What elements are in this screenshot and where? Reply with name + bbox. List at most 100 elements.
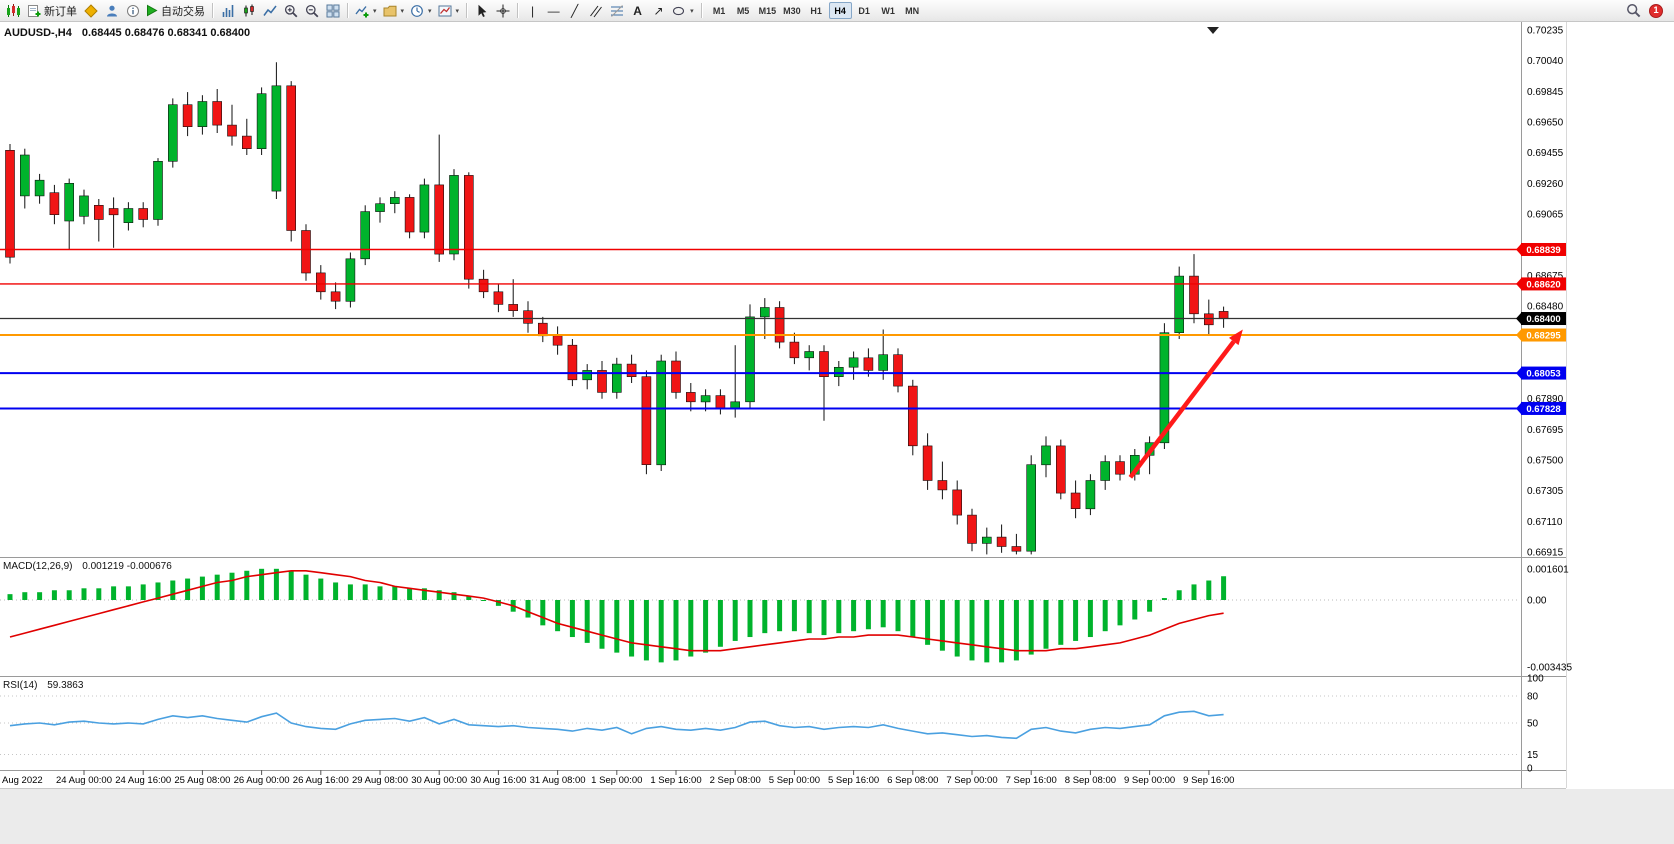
horizontal-line-tool-icon[interactable]: — xyxy=(547,3,560,18)
main-toolbar: 新订单 自动交易 xyxy=(0,0,1674,22)
profiles-button[interactable]: ▾ xyxy=(380,1,408,20)
timeframe-button-w1[interactable]: W1 xyxy=(881,5,895,16)
info-icon[interactable] xyxy=(122,1,143,20)
timeframe-button-mn[interactable]: MN xyxy=(905,5,920,16)
candles-layer xyxy=(5,62,1229,555)
timeframe-group: M1 M5 M15 M30 H1 H4 D1 W1 MN xyxy=(708,2,924,19)
chevron-down-icon: ▾ xyxy=(428,7,432,15)
svg-text:0.67110: 0.67110 xyxy=(1527,517,1563,528)
svg-text:9 Sep 16:00: 9 Sep 16:00 xyxy=(1183,775,1234,786)
channel-tool-icon[interactable] xyxy=(585,1,606,20)
svg-text:26 Aug 16:00: 26 Aug 16:00 xyxy=(293,775,349,786)
svg-text:7 Sep 16:00: 7 Sep 16:00 xyxy=(1006,775,1057,786)
price-badge-0.68400: 0.68400 xyxy=(1516,312,1566,326)
trendline-tool-icon[interactable]: ╱ xyxy=(570,3,579,18)
zoom-in-icon[interactable] xyxy=(280,1,301,20)
text-tool-icon[interactable]: A xyxy=(633,3,642,18)
svg-text:0.68675: 0.68675 xyxy=(1527,271,1564,282)
market-watch-icon[interactable] xyxy=(80,1,101,20)
chevron-down-icon: ▾ xyxy=(373,7,377,15)
svg-text:0.69650: 0.69650 xyxy=(1527,117,1564,128)
svg-text:0.69845: 0.69845 xyxy=(1527,87,1564,98)
timeframe-button-h4[interactable]: H4 xyxy=(828,2,852,19)
new-chart-button[interactable]: ▾ xyxy=(352,1,380,20)
svg-text:1 Sep 16:00: 1 Sep 16:00 xyxy=(650,775,701,786)
timeframe-button-h1[interactable]: H1 xyxy=(810,5,822,16)
crosshair-tool-icon[interactable] xyxy=(492,1,513,20)
svg-text:Aug 2022: Aug 2022 xyxy=(2,775,43,786)
timeframe-button-d1[interactable]: D1 xyxy=(858,5,870,16)
profile-icon[interactable] xyxy=(101,1,122,20)
tile-windows-icon[interactable] xyxy=(322,1,343,20)
svg-text:0.69455: 0.69455 xyxy=(1527,148,1564,159)
svg-text:0.68400: 0.68400 xyxy=(1526,314,1560,325)
price-lines-layer[interactable] xyxy=(0,248,1520,410)
price-axis[interactable]: 0.70235 0.70040 0.69845 0.69650 0.69455 0.692… xyxy=(1527,26,1572,775)
svg-text:0.68053: 0.68053 xyxy=(1526,369,1560,380)
svg-text:2 Sep 08:00: 2 Sep 08:00 xyxy=(710,775,761,786)
toolbar-separator xyxy=(700,3,702,18)
svg-text:5 Sep 00:00: 5 Sep 00:00 xyxy=(769,775,820,786)
svg-text:6 Sep 08:00: 6 Sep 08:00 xyxy=(887,775,938,786)
chart-shift-marker xyxy=(1207,27,1219,34)
price-badge-0.68295: 0.68295 xyxy=(1516,328,1566,342)
period-button[interactable]: ▾ xyxy=(407,1,435,20)
svg-text:0.68295: 0.68295 xyxy=(1526,331,1561,342)
price-badge-0.68839: 0.68839 xyxy=(1516,242,1566,256)
line-chart-icon[interactable] xyxy=(259,1,280,20)
bar-chart-icon[interactable] xyxy=(217,1,238,20)
timeframe-button-m15[interactable]: M15 xyxy=(758,5,777,16)
svg-text:0.001601: 0.001601 xyxy=(1527,564,1569,575)
svg-text:0.67695: 0.67695 xyxy=(1527,425,1564,436)
fibonacci-tool-icon[interactable] xyxy=(606,1,627,20)
trend-arrow-annotation[interactable] xyxy=(1128,340,1236,479)
cursor-tool-icon[interactable] xyxy=(471,1,492,20)
search-icon[interactable] xyxy=(1623,1,1644,20)
svg-text:0.69260: 0.69260 xyxy=(1527,179,1564,190)
timeframe-button-m30[interactable]: M30 xyxy=(783,5,801,16)
shapes-tool-button[interactable]: ▾ xyxy=(669,1,697,20)
svg-text:80: 80 xyxy=(1527,692,1539,703)
trend-arrow-head[interactable] xyxy=(1228,329,1243,346)
notification-badge[interactable]: 1 xyxy=(1649,3,1663,18)
new-order-label: 新订单 xyxy=(44,5,77,18)
autotrading-button[interactable]: 自动交易 xyxy=(143,1,208,20)
svg-text:0.67890: 0.67890 xyxy=(1527,394,1564,405)
timeframe-button-m1[interactable]: M1 xyxy=(712,5,726,16)
new-order-button[interactable]: 新订单 xyxy=(24,1,80,20)
svg-text:0.69065: 0.69065 xyxy=(1527,209,1564,220)
toolbar-separator xyxy=(212,3,213,18)
template-button[interactable]: ▾ xyxy=(435,1,463,20)
svg-text:50: 50 xyxy=(1527,719,1539,730)
toolbar-separator xyxy=(517,3,519,18)
svg-text:8 Sep 08:00: 8 Sep 08:00 xyxy=(1065,775,1116,786)
svg-text:30 Aug 00:00: 30 Aug 00:00 xyxy=(411,775,467,786)
svg-text:-0.003435: -0.003435 xyxy=(1527,662,1572,673)
svg-text:26 Aug 00:00: 26 Aug 00:00 xyxy=(234,775,290,786)
svg-text:100: 100 xyxy=(1527,674,1544,685)
app-icon xyxy=(3,1,24,20)
vertical-line-tool-icon[interactable]: | xyxy=(531,3,535,18)
svg-text:0.67500: 0.67500 xyxy=(1527,456,1564,467)
svg-text:31 Aug 08:00: 31 Aug 08:00 xyxy=(530,775,586,786)
price-badge-0.68053: 0.68053 xyxy=(1516,366,1566,380)
price-badge-0.68620: 0.68620 xyxy=(1516,277,1566,291)
candlestick-chart-icon[interactable] xyxy=(238,1,259,20)
svg-text:0.66915: 0.66915 xyxy=(1527,548,1564,559)
svg-text:7 Sep 00:00: 7 Sep 00:00 xyxy=(946,775,997,786)
timeframe-button-m5[interactable]: M5 xyxy=(736,5,750,16)
chevron-down-icon: ▾ xyxy=(455,7,460,15)
svg-text:0.67828: 0.67828 xyxy=(1526,404,1560,415)
window-bottom-area xyxy=(0,789,1674,844)
svg-text:0.68839: 0.68839 xyxy=(1526,245,1560,256)
arrow-tool-icon[interactable]: ↗ xyxy=(653,3,664,18)
svg-text:5 Sep 16:00: 5 Sep 16:00 xyxy=(828,775,879,786)
price-badge-0.67828: 0.67828 xyxy=(1516,401,1566,415)
chevron-down-icon: ▾ xyxy=(400,7,405,15)
autotrading-label: 自动交易 xyxy=(161,5,205,18)
svg-text:0.68620: 0.68620 xyxy=(1526,279,1560,290)
zoom-out-icon[interactable] xyxy=(301,1,322,20)
time-axis[interactable]: Aug 2022 24 Aug 00:00 24 Aug 16:00 25 Aug 0… xyxy=(2,770,1234,786)
rsi-line xyxy=(9,710,1224,740)
